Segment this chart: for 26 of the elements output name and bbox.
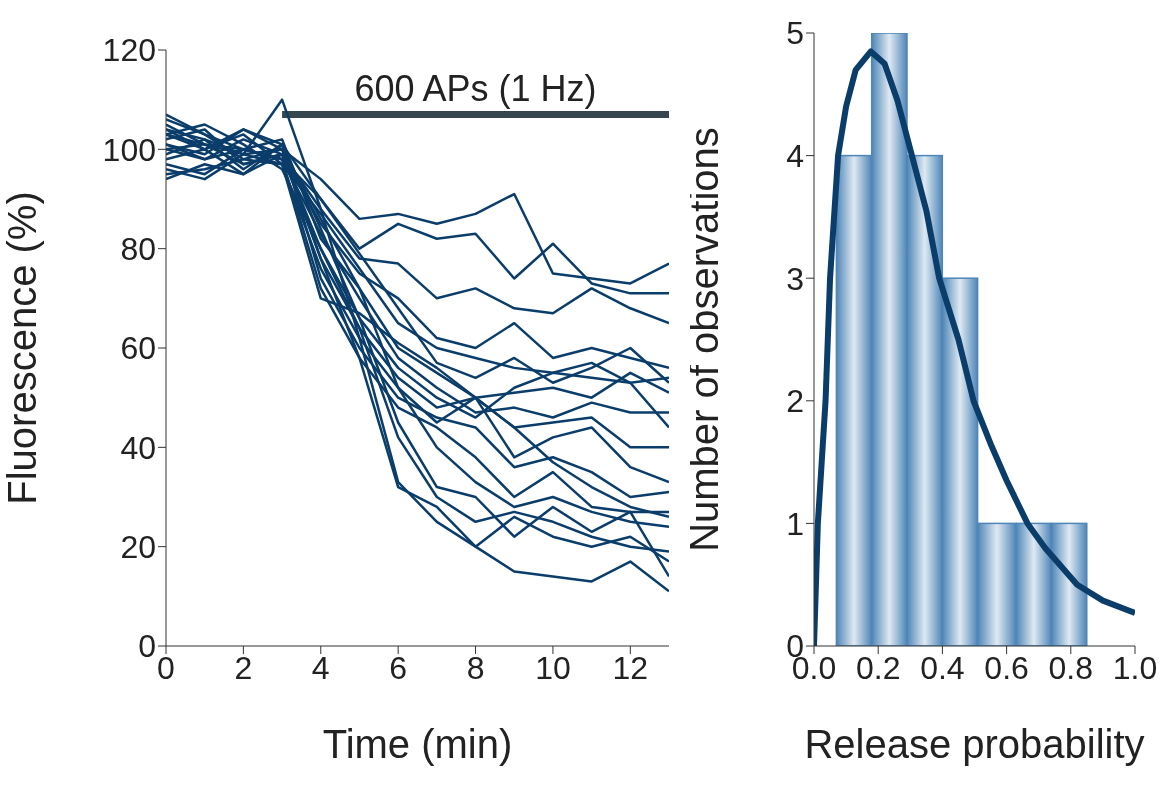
annotation: 600 APs (1 Hz)	[354, 67, 597, 109]
x-tick-label: 2	[234, 649, 253, 686]
y-tick-label: 1	[786, 505, 804, 542]
y-axis-title: Fluorescence (%)	[0, 191, 45, 505]
x-tick-label: 0.4	[920, 649, 965, 686]
y-tick-label: 60	[120, 330, 156, 367]
y-tick-label: 120	[102, 32, 156, 69]
y-tick-label: 3	[786, 260, 804, 297]
y-tick-label: 20	[120, 529, 156, 566]
x-tick-label: 0.8	[1048, 649, 1094, 686]
y-tick-label: 2	[786, 383, 804, 420]
x-tick-label: 10	[535, 649, 571, 686]
x-tick-label: 8	[466, 649, 485, 686]
y-tick-label: 4	[786, 137, 804, 174]
x-tick-label: 0.2	[855, 649, 901, 686]
x-tick-label: 4	[311, 649, 330, 686]
y-tick-label: 80	[120, 231, 156, 268]
y-tick-label: 100	[102, 131, 156, 168]
x-tick-label: 1.0	[1112, 649, 1158, 686]
y-tick-label: 40	[120, 429, 156, 466]
x-tick-label: 6	[389, 649, 408, 686]
x-axis-title: Time (min)	[322, 722, 513, 766]
x-tick-label: 0.6	[984, 649, 1029, 686]
x-tick-label: 12	[612, 649, 649, 686]
x-axis-title: Release probability	[804, 722, 1145, 766]
y-tick-label: 5	[786, 15, 804, 52]
